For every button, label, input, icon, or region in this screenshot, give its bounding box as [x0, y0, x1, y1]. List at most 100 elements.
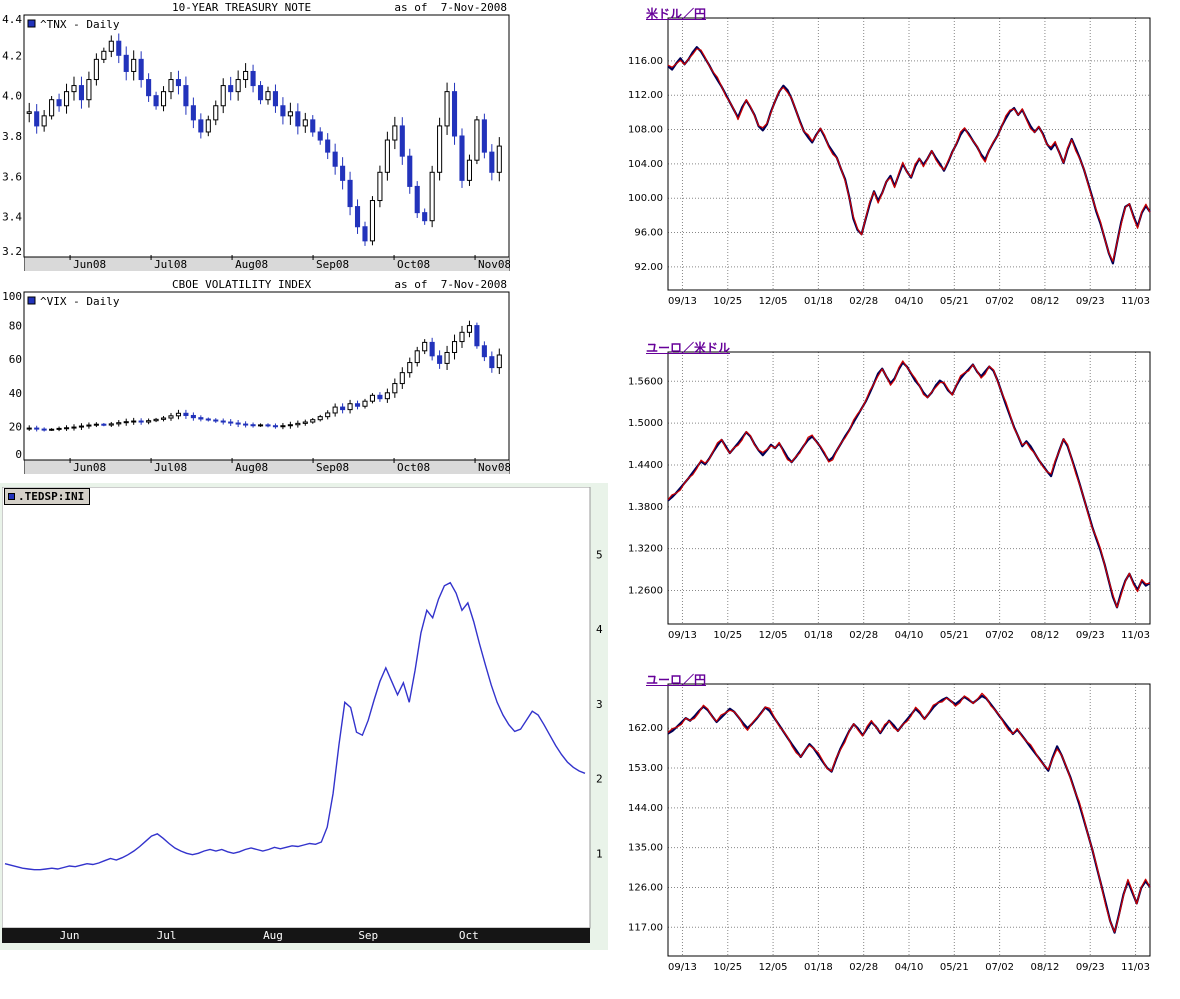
svg-text:153.00: 153.00	[628, 763, 663, 774]
svg-text:3.8: 3.8	[2, 130, 22, 143]
ted-chart-panel: 5 4 3 2 1 Jun Jul Aug Sep Oct .TEDSP:INI	[0, 483, 608, 950]
eurjpy-plot: 09/13 10/25 12/05 01/18 02/28 04/10 05/21 07/02…	[620, 666, 1180, 999]
ted-legend: .TEDSP:INI	[4, 488, 91, 505]
svg-text:1.4400: 1.4400	[628, 460, 663, 471]
svg-text:1.5000: 1.5000	[628, 418, 663, 429]
svg-text:Sep08: Sep08	[316, 258, 349, 271]
svg-text:1.2600: 1.2600	[628, 586, 663, 597]
vix-candlestick-plot: 100 80 60 40 20 0 Jun08 Jul08 Aug08 Sep08 Oct08 Nov…	[0, 290, 511, 475]
svg-text:09/13: 09/13	[668, 296, 697, 307]
svg-text:07/02: 07/02	[985, 962, 1014, 973]
svg-text:11/03: 11/03	[1121, 296, 1150, 307]
vix-title-row: CBOE VOLATILITY INDEX as of 7-Nov-2008	[0, 277, 510, 291]
svg-text:144.00: 144.00	[628, 803, 663, 814]
svg-text:40: 40	[9, 387, 22, 400]
svg-text:80: 80	[9, 320, 22, 333]
svg-text:116.00: 116.00	[628, 56, 663, 67]
svg-text:Aug: Aug	[263, 929, 283, 942]
svg-text:Jul: Jul	[157, 929, 177, 942]
svg-text:117.00: 117.00	[628, 922, 663, 933]
svg-text:08/12: 08/12	[1031, 296, 1060, 307]
svg-text:3.6: 3.6	[2, 170, 22, 183]
svg-text:112.00: 112.00	[628, 90, 663, 101]
svg-text:07/02: 07/02	[985, 296, 1014, 307]
svg-text:60: 60	[9, 353, 22, 366]
svg-text:Aug08: Aug08	[235, 258, 268, 271]
usdjpy-chart-panel: 09/13 10/25 12/05 01/18 02/28 04/10 05/21 07/02…	[620, 0, 1180, 333]
svg-text:02/28: 02/28	[849, 296, 878, 307]
svg-text:04/10: 04/10	[895, 296, 924, 307]
svg-text:01/18: 01/18	[804, 296, 833, 307]
svg-text:08/12: 08/12	[1031, 962, 1060, 973]
svg-text:12/05: 12/05	[759, 630, 788, 641]
svg-text:162.00: 162.00	[628, 723, 663, 734]
usdjpy-title-link[interactable]: 米ドル／円	[646, 7, 707, 21]
svg-text:02/28: 02/28	[849, 962, 878, 973]
svg-text:Jun08: Jun08	[73, 258, 106, 271]
svg-text:1.3800: 1.3800	[628, 502, 663, 513]
svg-text:Aug08: Aug08	[235, 461, 268, 474]
eurusd-plot: 09/13 10/25 12/05 01/18 02/28 04/10 05/21 07/02…	[620, 334, 1180, 666]
svg-text:Oct08: Oct08	[397, 258, 430, 271]
svg-text:Jul08: Jul08	[154, 258, 187, 271]
tedsp-legend-swatch	[8, 493, 15, 500]
svg-text:3: 3	[596, 698, 603, 711]
svg-text:Sep08: Sep08	[316, 461, 349, 474]
svg-text:Jun: Jun	[60, 929, 80, 942]
tnx-chart-panel: 10-YEAR TREASURY NOTE as of 7-Nov-2008 4…	[0, 0, 511, 272]
svg-text:1.3200: 1.3200	[628, 544, 663, 555]
svg-text:10/25: 10/25	[713, 296, 742, 307]
svg-text:4.0: 4.0	[2, 90, 22, 103]
eurjpy-title-link[interactable]: ユーロ／円	[646, 673, 707, 687]
svg-text:100: 100	[2, 291, 22, 303]
svg-text:126.00: 126.00	[628, 882, 663, 893]
svg-text:05/21: 05/21	[940, 962, 969, 973]
eurjpy-chart-panel: 09/13 10/25 12/05 01/18 02/28 04/10 05/21 07/02…	[620, 666, 1180, 999]
tnx-candlestick-plot: 4.4 4.2 4.0 3.8 3.6 3.4 3.2 Jun08 Jul08 Aug08 Sep0…	[0, 13, 511, 272]
svg-text:4.2: 4.2	[2, 49, 22, 62]
svg-text:10/25: 10/25	[713, 630, 742, 641]
svg-text:Oct08: Oct08	[397, 461, 430, 474]
svg-text:05/21: 05/21	[940, 296, 969, 307]
svg-text:Sep: Sep	[358, 929, 378, 942]
svg-text:0: 0	[15, 448, 22, 461]
svg-text:01/18: 01/18	[804, 962, 833, 973]
svg-text:12/05: 12/05	[759, 296, 788, 307]
svg-text:02/28: 02/28	[849, 630, 878, 641]
svg-text:4.4: 4.4	[2, 14, 22, 26]
svg-text:Oct: Oct	[459, 929, 479, 942]
svg-text:08/12: 08/12	[1031, 630, 1060, 641]
tnx-title-row: 10-YEAR TREASURY NOTE as of 7-Nov-2008	[0, 0, 510, 14]
svg-text:04/10: 04/10	[895, 630, 924, 641]
svg-text:07/02: 07/02	[985, 630, 1014, 641]
eurusd-chart-panel: 09/13 10/25 12/05 01/18 02/28 04/10 05/21 07/02…	[620, 334, 1180, 666]
vix-chart-panel: CBOE VOLATILITY INDEX as of 7-Nov-2008 1…	[0, 277, 511, 475]
svg-text:2: 2	[596, 773, 603, 786]
svg-text:09/13: 09/13	[668, 630, 697, 641]
usdjpy-plot: 09/13 10/25 12/05 01/18 02/28 04/10 05/21 07/02…	[620, 0, 1180, 333]
vix-asof: as of 7-Nov-2008	[394, 278, 507, 291]
svg-text:96.00: 96.00	[634, 228, 663, 239]
svg-text:Jun08: Jun08	[73, 461, 106, 474]
svg-text:3.2: 3.2	[2, 245, 22, 258]
svg-text:10/25: 10/25	[713, 962, 742, 973]
svg-text:^VIX - Daily: ^VIX - Daily	[40, 295, 120, 308]
tedsp-legend-label: .TEDSP:INI	[18, 490, 85, 503]
svg-text:12/05: 12/05	[759, 962, 788, 973]
svg-text:05/21: 05/21	[940, 630, 969, 641]
svg-text:^TNX - Daily: ^TNX - Daily	[40, 18, 120, 31]
svg-text:20: 20	[9, 420, 22, 433]
svg-text:01/18: 01/18	[804, 630, 833, 641]
svg-text:5: 5	[596, 548, 603, 561]
svg-text:09/13: 09/13	[668, 962, 697, 973]
svg-text:11/03: 11/03	[1121, 962, 1150, 973]
svg-text:Jul08: Jul08	[154, 461, 187, 474]
eurusd-title-link[interactable]: ユーロ／米ドル	[646, 341, 731, 355]
svg-text:92.00: 92.00	[634, 262, 663, 273]
svg-text:09/23: 09/23	[1076, 962, 1105, 973]
svg-text:11/03: 11/03	[1121, 630, 1150, 641]
tnx-title: 10-YEAR TREASURY NOTE	[172, 1, 312, 14]
svg-text:100.00: 100.00	[628, 193, 663, 204]
tnx-asof: as of 7-Nov-2008	[394, 1, 507, 14]
